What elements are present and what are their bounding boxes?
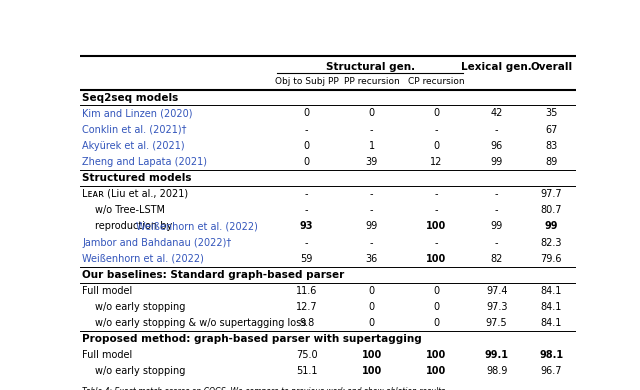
Text: 96: 96 <box>490 141 503 151</box>
Text: 12.7: 12.7 <box>296 302 317 312</box>
Text: -: - <box>305 238 308 248</box>
Text: -: - <box>435 125 438 135</box>
Text: 59: 59 <box>301 254 313 264</box>
Text: 0: 0 <box>369 318 374 328</box>
Text: -: - <box>495 189 499 199</box>
Text: Zheng and Lapata (2021): Zheng and Lapata (2021) <box>83 157 207 167</box>
Text: CP recursion: CP recursion <box>408 77 465 86</box>
Text: Lexical gen.: Lexical gen. <box>461 62 532 72</box>
Text: -: - <box>435 238 438 248</box>
Text: Structured models: Structured models <box>83 173 192 183</box>
Text: 0: 0 <box>303 157 310 167</box>
Text: 99.1: 99.1 <box>484 350 509 360</box>
Text: -: - <box>495 205 499 215</box>
Text: 100: 100 <box>362 366 382 376</box>
Text: 99: 99 <box>490 157 503 167</box>
Text: -: - <box>305 205 308 215</box>
Text: 1: 1 <box>369 141 374 151</box>
Text: 0: 0 <box>369 108 374 119</box>
Text: 36: 36 <box>365 254 378 264</box>
Text: -: - <box>370 238 373 248</box>
Text: 0: 0 <box>433 141 439 151</box>
Text: 84.1: 84.1 <box>541 285 562 296</box>
Text: 93: 93 <box>300 222 314 231</box>
Text: 42: 42 <box>490 108 503 119</box>
Text: 11.6: 11.6 <box>296 285 317 296</box>
Text: 0: 0 <box>303 108 310 119</box>
Text: Obj to Subj PP: Obj to Subj PP <box>275 77 339 86</box>
Text: 51.1: 51.1 <box>296 366 317 376</box>
Text: Conklin et al. (2021)†: Conklin et al. (2021)† <box>83 125 187 135</box>
Text: 0: 0 <box>433 318 439 328</box>
Text: Akyürek et al. (2021): Akyürek et al. (2021) <box>83 141 185 151</box>
Text: 97.4: 97.4 <box>486 285 508 296</box>
Text: 84.1: 84.1 <box>541 318 562 328</box>
Text: Proposed method: graph-based parser with supertagging: Proposed method: graph-based parser with… <box>83 334 422 344</box>
Text: 100: 100 <box>426 350 446 360</box>
Text: reproduction by: reproduction by <box>95 222 175 231</box>
Text: -: - <box>495 238 499 248</box>
Text: Full model: Full model <box>83 350 132 360</box>
Text: Jambor and Bahdanau (2022)†: Jambor and Bahdanau (2022)† <box>83 238 232 248</box>
Text: Seq2seq models: Seq2seq models <box>83 92 179 103</box>
Text: -: - <box>370 125 373 135</box>
Text: 100: 100 <box>426 222 446 231</box>
Text: -: - <box>305 189 308 199</box>
Text: 0: 0 <box>303 141 310 151</box>
Text: 98.1: 98.1 <box>539 350 563 360</box>
Text: w/o early stopping & w/o supertagging loss: w/o early stopping & w/o supertagging lo… <box>95 318 307 328</box>
Text: 39: 39 <box>365 157 378 167</box>
Text: 9.8: 9.8 <box>299 318 314 328</box>
Text: -: - <box>495 125 499 135</box>
Text: 99: 99 <box>545 222 558 231</box>
Text: Weißenhorn et al. (2022): Weißenhorn et al. (2022) <box>136 222 258 231</box>
Text: 0: 0 <box>433 302 439 312</box>
Text: 0: 0 <box>369 302 374 312</box>
Text: 79.6: 79.6 <box>540 254 562 264</box>
Text: 84.1: 84.1 <box>541 302 562 312</box>
Text: 99: 99 <box>490 222 503 231</box>
Text: 0: 0 <box>433 108 439 119</box>
Text: 96.7: 96.7 <box>540 366 562 376</box>
Text: -: - <box>435 205 438 215</box>
Text: -: - <box>305 125 308 135</box>
Text: 83: 83 <box>545 141 557 151</box>
Text: 82.3: 82.3 <box>540 238 562 248</box>
Text: Weißenhorn et al. (2022): Weißenhorn et al. (2022) <box>83 254 204 264</box>
Text: 0: 0 <box>369 285 374 296</box>
Text: -: - <box>370 205 373 215</box>
Text: Structural gen.: Structural gen. <box>326 62 415 72</box>
Text: 100: 100 <box>362 350 382 360</box>
Text: 80.7: 80.7 <box>540 205 562 215</box>
Text: 12: 12 <box>430 157 442 167</box>
Text: 100: 100 <box>426 366 446 376</box>
Text: Overall: Overall <box>530 62 572 72</box>
Text: Table 4: Exact match scores on COGS. We compare to previous work and show ablati: Table 4: Exact match scores on COGS. We … <box>83 387 448 390</box>
Text: 100: 100 <box>426 254 446 264</box>
Text: w/o early stopping: w/o early stopping <box>95 366 185 376</box>
Text: 98.9: 98.9 <box>486 366 508 376</box>
Text: -: - <box>435 189 438 199</box>
Text: PP recursion: PP recursion <box>344 77 399 86</box>
Text: 67: 67 <box>545 125 557 135</box>
Text: -: - <box>370 189 373 199</box>
Text: Full model: Full model <box>83 285 132 296</box>
Text: Kim and Linzen (2020): Kim and Linzen (2020) <box>83 108 193 119</box>
Text: 35: 35 <box>545 108 557 119</box>
Text: 89: 89 <box>545 157 557 167</box>
Text: 99: 99 <box>365 222 378 231</box>
Text: 97.5: 97.5 <box>486 318 508 328</box>
Text: w/o Tree-LSTM: w/o Tree-LSTM <box>95 205 165 215</box>
Text: Our baselines: Standard graph-based parser: Our baselines: Standard graph-based pars… <box>83 270 345 280</box>
Text: w/o early stopping: w/o early stopping <box>95 302 185 312</box>
Text: 97.3: 97.3 <box>486 302 508 312</box>
Text: Lᴇᴀʀ (Liu et al., 2021): Lᴇᴀʀ (Liu et al., 2021) <box>83 189 189 199</box>
Text: 82: 82 <box>490 254 503 264</box>
Text: 97.7: 97.7 <box>540 189 562 199</box>
Text: 75.0: 75.0 <box>296 350 317 360</box>
Text: 0: 0 <box>433 285 439 296</box>
